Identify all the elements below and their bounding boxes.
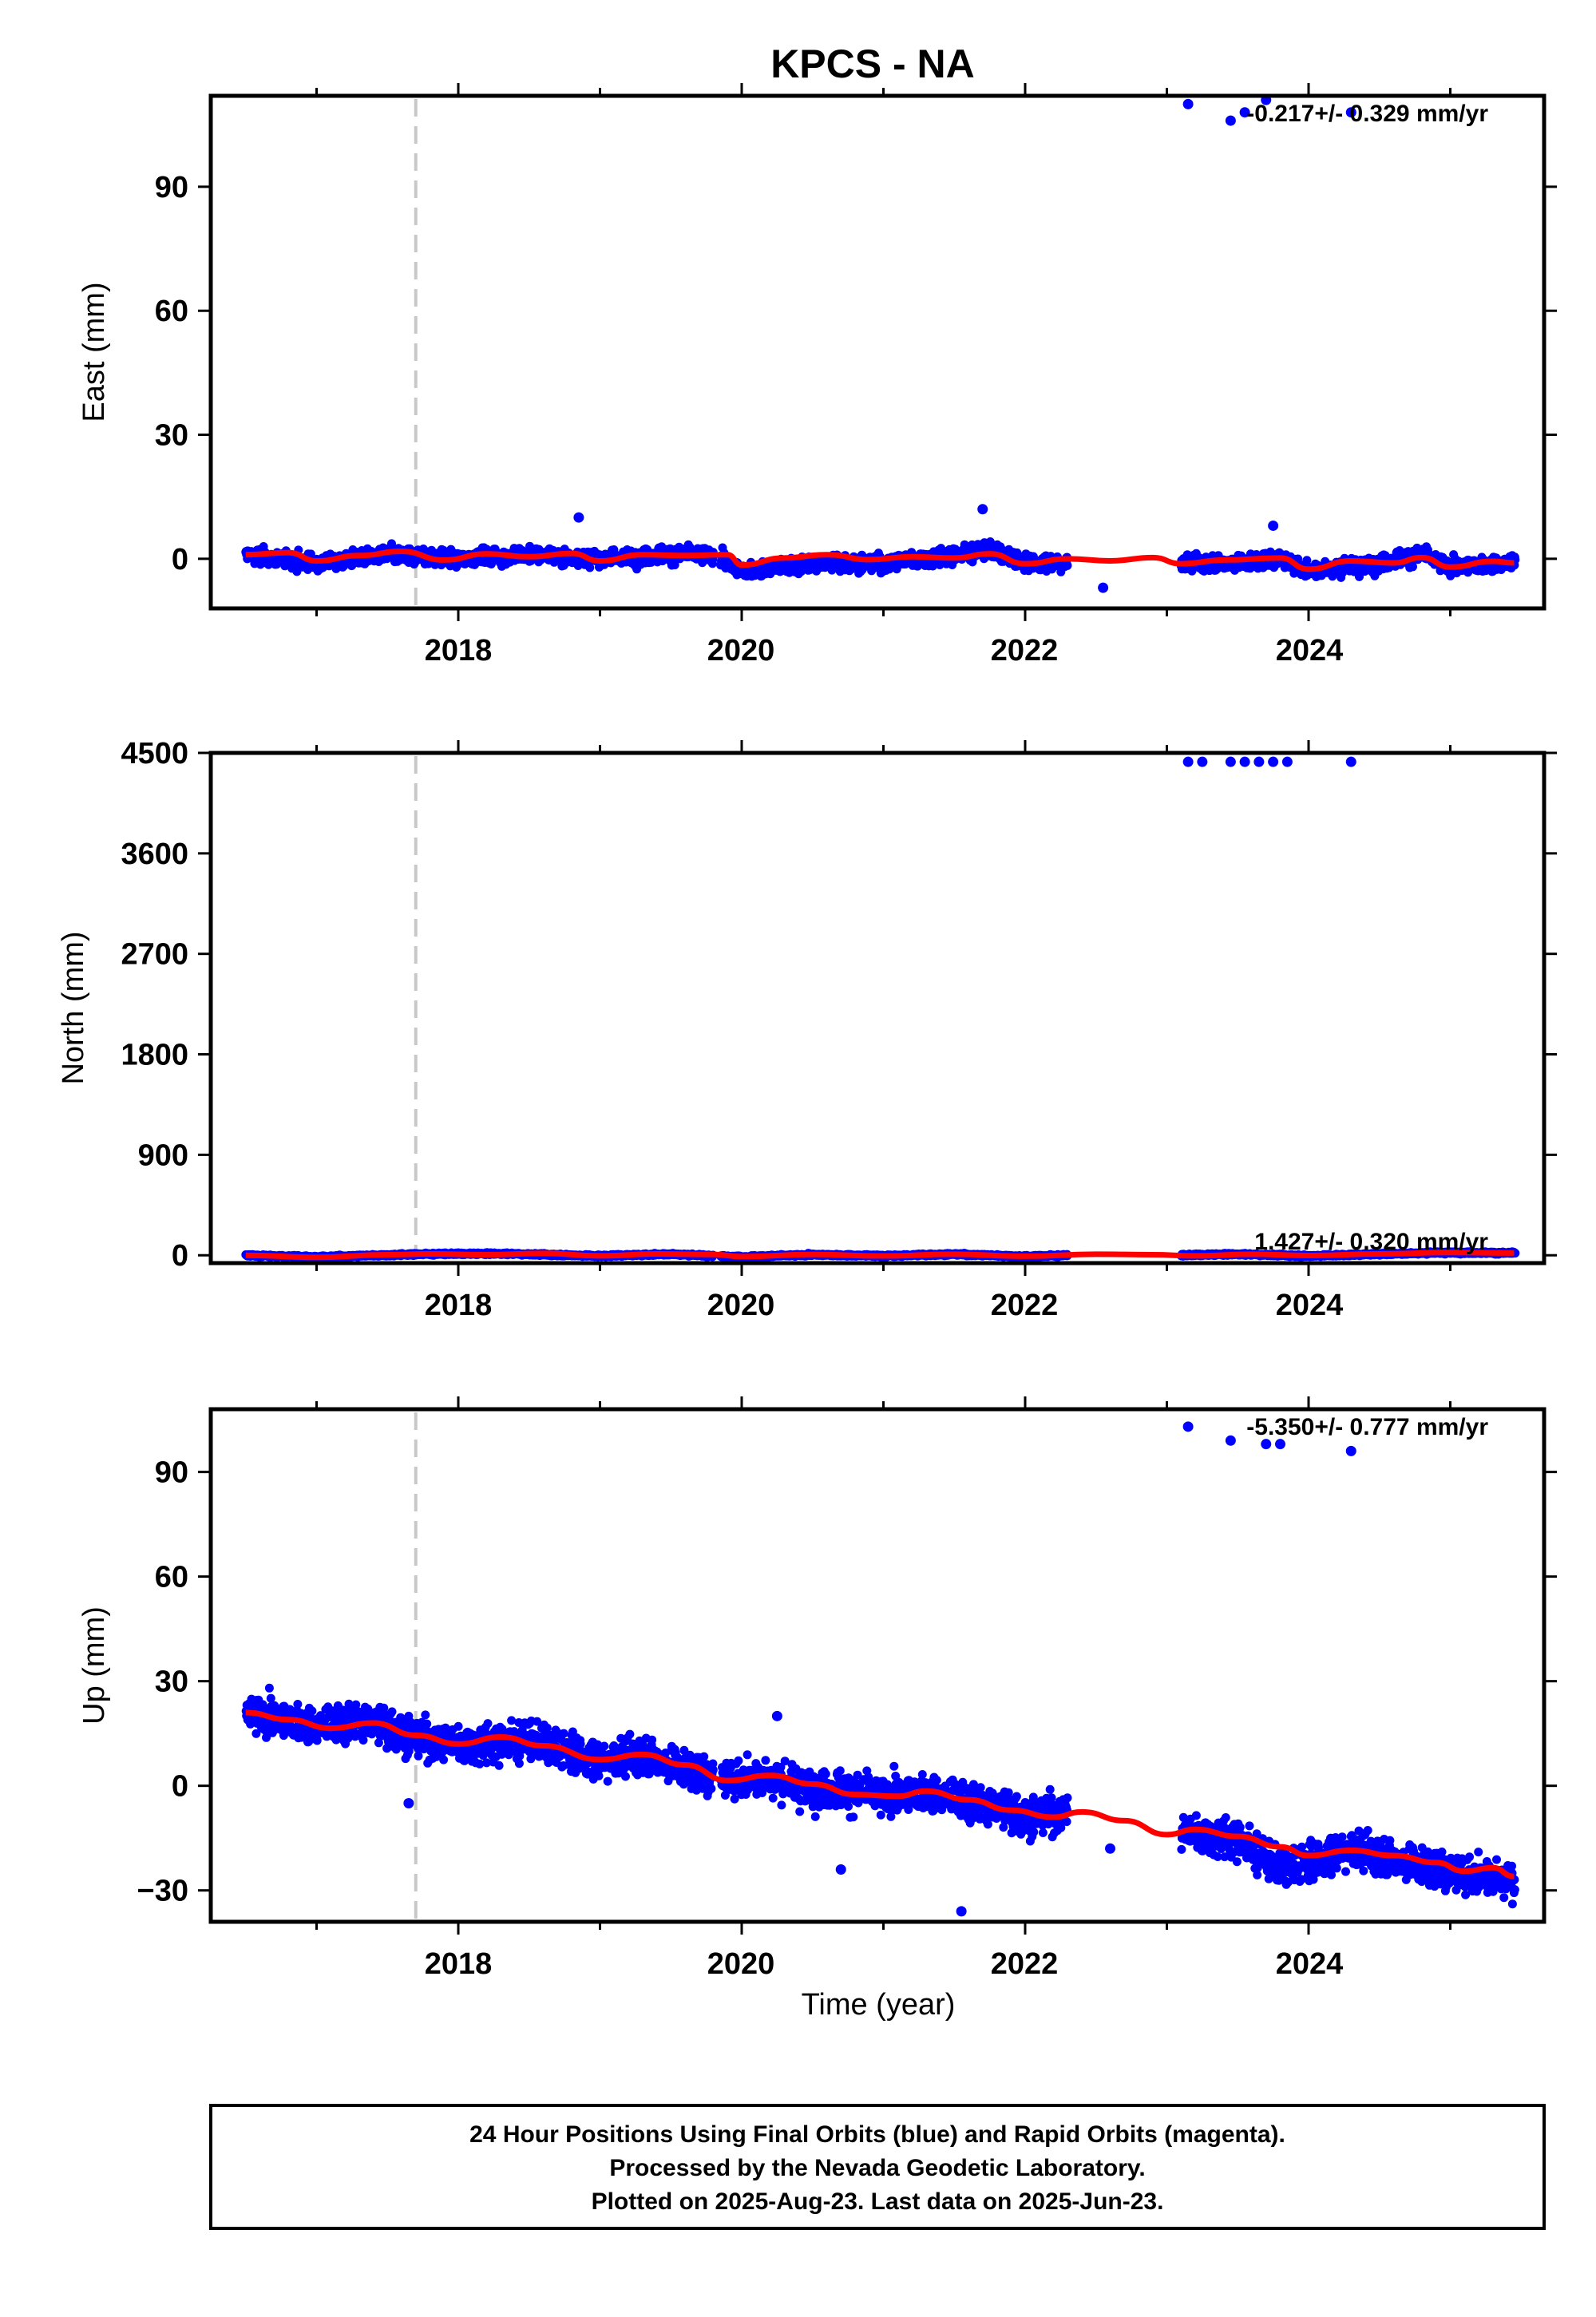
east-y-tick-label: 90 — [155, 171, 188, 204]
east-x-tick-label: 2018 — [425, 634, 493, 667]
east-rate-label: -0.217+/- 0.329 mm/yr — [1246, 101, 1488, 127]
east-outlier-3 — [1261, 96, 1272, 105]
east-y-tick-label: 60 — [155, 295, 188, 328]
east-fit-line — [245, 549, 1515, 572]
east-outlier-4 — [1345, 107, 1356, 118]
east-outlier-6 — [977, 504, 988, 515]
east-outlier-5 — [573, 512, 584, 523]
east-point-2494 — [1408, 562, 1417, 572]
east-point-811 — [585, 563, 595, 572]
east-x-tick-label: 2024 — [1276, 634, 1344, 667]
east-outlier-7 — [1268, 520, 1279, 531]
east-point-2242 — [1302, 556, 1312, 565]
east-outlier-8 — [1098, 582, 1109, 593]
east-y-tick-label: 30 — [155, 419, 188, 453]
panel-east: 2018 2020 2022 2024 0 30 60 90 East (mm) -0.217+/… — [77, 83, 1557, 667]
panels-group: 2018 2020 2022 2024 0 30 60 90 East (mm) -0.217+/… — [57, 83, 1557, 1981]
east-point-1936 — [1063, 560, 1072, 570]
east-outlier-0 — [1182, 98, 1194, 109]
panel-north: 2018 2020 2022 202409001800270036004500Nort… — [57, 737, 1557, 1322]
east-x-tick-label: 2022 — [991, 634, 1059, 667]
east-y-tick-label: 0 — [172, 543, 188, 576]
east-y-axis-label: East (mm) — [77, 282, 111, 422]
east-frame — [208, 93, 1546, 611]
east-x-tick-label: 2020 — [707, 634, 775, 667]
chart-title: KPCS - NA — [770, 42, 975, 86]
east-outlier-1 — [1225, 115, 1236, 126]
east-outlier-2 — [1239, 107, 1250, 118]
east-point-1015 — [670, 560, 679, 570]
